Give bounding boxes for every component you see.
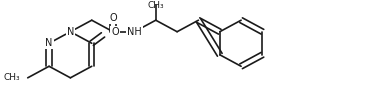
- Text: N: N: [67, 27, 74, 37]
- Text: NH: NH: [127, 27, 142, 37]
- Text: O: O: [109, 13, 117, 23]
- Text: O: O: [111, 27, 119, 37]
- Text: CH₃: CH₃: [147, 1, 164, 10]
- Text: N: N: [45, 38, 53, 48]
- Text: CH₃: CH₃: [3, 73, 20, 82]
